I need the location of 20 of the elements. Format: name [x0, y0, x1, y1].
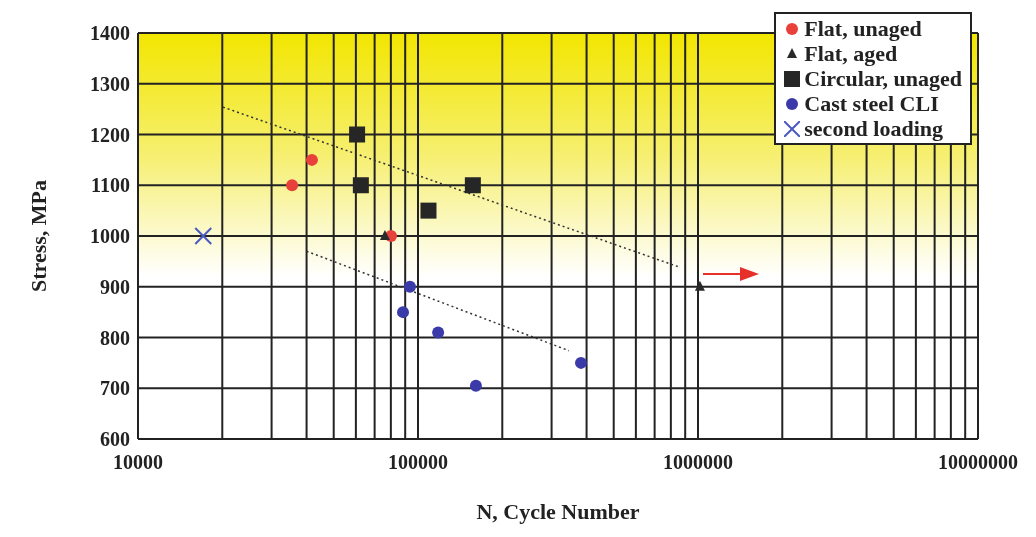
- legend-label: Cast steel CLI: [804, 91, 939, 116]
- x-tick-label: 100000: [388, 451, 448, 474]
- y-tick-label: 1400: [90, 22, 130, 45]
- y-tick-label: 1000: [90, 225, 130, 248]
- y-tick-label: 800: [100, 326, 130, 349]
- legend-label: Flat, unaged: [804, 16, 922, 41]
- y-tick-label: 600: [100, 428, 130, 451]
- legend-label: Circular, unaged: [804, 66, 962, 91]
- y-tick-label: 1100: [91, 174, 130, 197]
- x-tick-label: 10000000: [938, 451, 1018, 474]
- x-tick-label: 1000000: [663, 451, 733, 474]
- y-tick-label: 1200: [90, 123, 130, 146]
- y-tick-label: 1300: [90, 72, 130, 95]
- y-tick-label: 700: [100, 377, 130, 400]
- y-tick-label: 900: [100, 275, 130, 298]
- legend-label: second loading: [804, 116, 944, 141]
- y-axis-title: Stress, MPa: [25, 179, 51, 293]
- x-axis-title: N, Cycle Number: [476, 499, 640, 524]
- x-tick-label: 10000: [113, 451, 163, 474]
- legend-label: Flat, aged: [804, 41, 898, 66]
